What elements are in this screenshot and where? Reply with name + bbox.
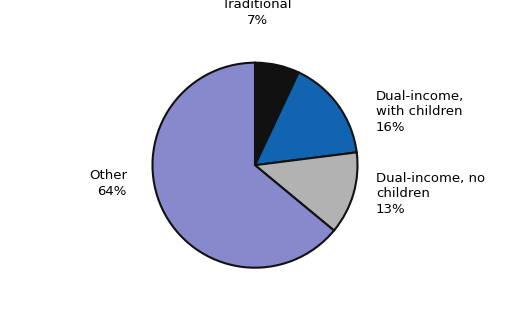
Wedge shape bbox=[254, 72, 356, 165]
Text: Dual-income, no
children
13%: Dual-income, no children 13% bbox=[375, 172, 484, 216]
Wedge shape bbox=[254, 152, 357, 231]
Text: Traditional
7%: Traditional 7% bbox=[222, 0, 291, 27]
Text: Other
64%: Other 64% bbox=[89, 169, 127, 198]
Wedge shape bbox=[152, 63, 333, 268]
Wedge shape bbox=[254, 63, 298, 165]
Text: Dual-income,
with children
16%: Dual-income, with children 16% bbox=[375, 90, 463, 134]
